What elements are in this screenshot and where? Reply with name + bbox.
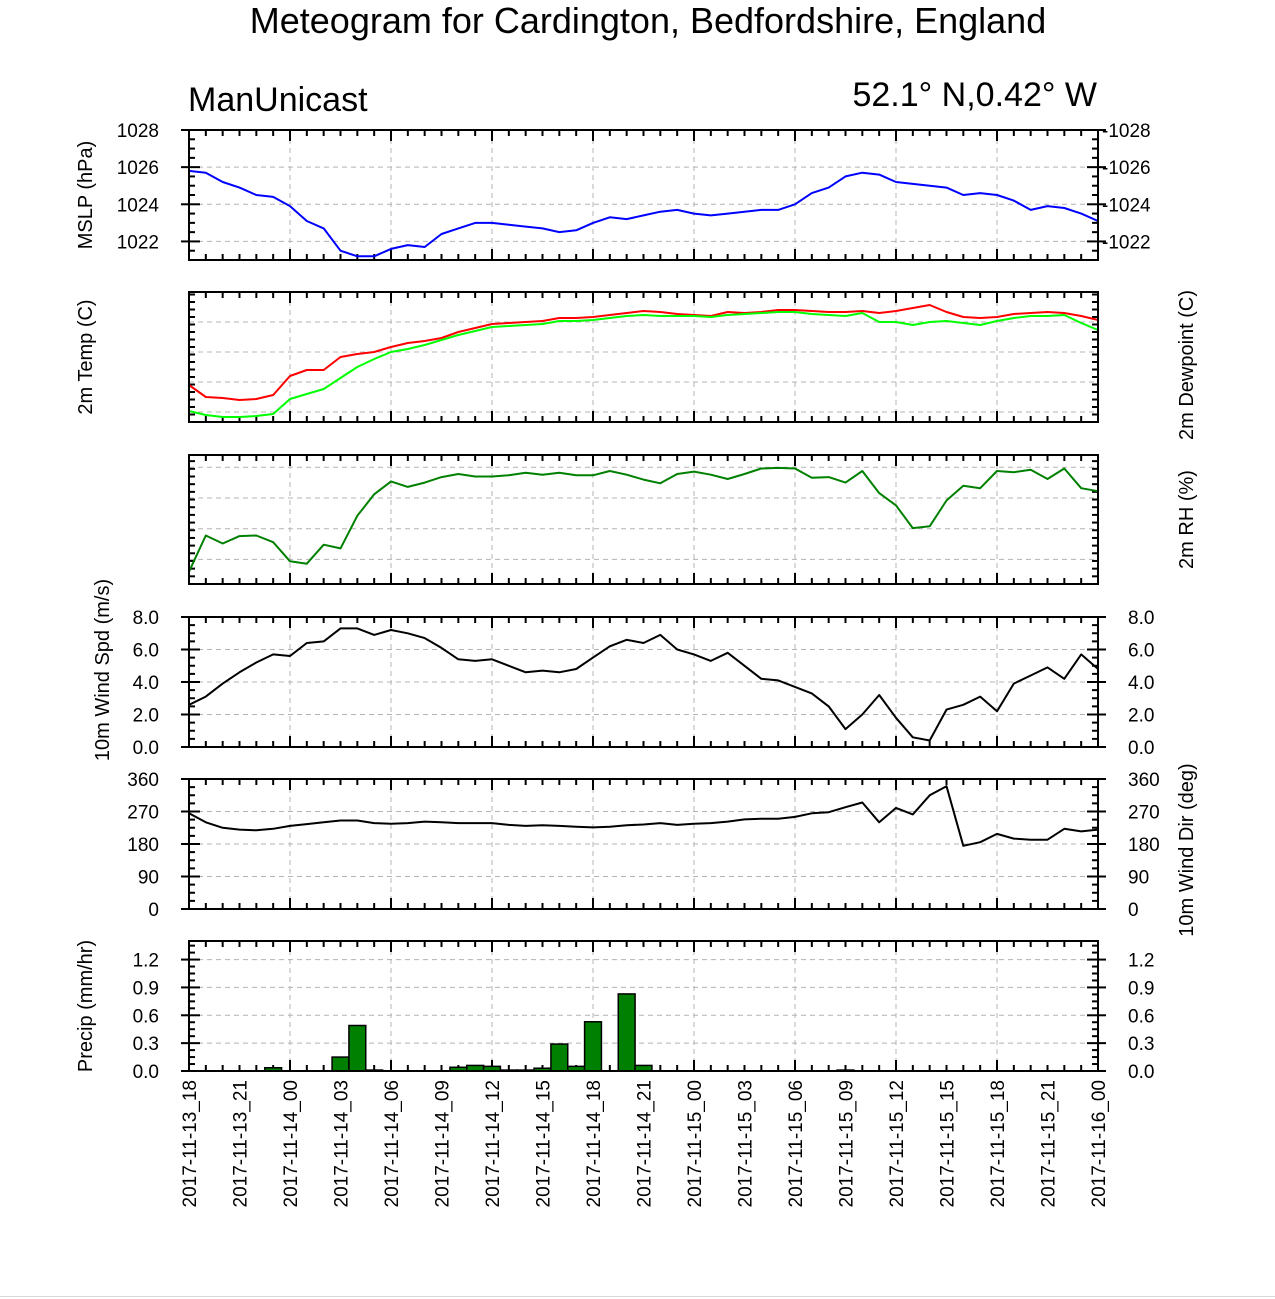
- precip-panel: 0.0 0.0 0.3 0.3 0.6 0.6 0.9 0.9 1.2 1.2 Precip (mm…: [75, 940, 1154, 1208]
- bottom-divider: [0, 1296, 1275, 1297]
- x-tick-label: 2017-11-14_06: [382, 1080, 403, 1207]
- wind-direction-line: [188, 785, 1099, 847]
- y-axis-label: 2m Dewpoint (C): [1176, 290, 1198, 440]
- y-tick-label: 0.0: [1128, 1062, 1154, 1083]
- chart-title: Meteogram for Cardington, Bedfordshire, …: [250, 0, 1046, 41]
- y-tick-label: -1024: [1102, 195, 1151, 216]
- dewpoint-line: [188, 311, 1099, 418]
- y-axis-label: 2m RH (%): [1176, 470, 1198, 569]
- x-tick-label: 2017-11-15_03: [736, 1080, 757, 1207]
- y-tick-label: 0.9: [1128, 978, 1154, 999]
- y-tick-label: -1028: [1102, 121, 1151, 142]
- temp-dewpoint-panel: 2m Temp (C) 2m Dewpoint (C): [75, 290, 1198, 440]
- y-tick-label: 1024: [117, 195, 160, 216]
- x-tick-label: 2017-11-14_12: [483, 1080, 504, 1207]
- x-tick-label: 2017-11-15_09: [837, 1080, 858, 1207]
- y-tick-label: 4.0: [1128, 673, 1154, 694]
- y-tick-label: 2.0: [133, 706, 159, 727]
- y-tick-label: 6.0: [133, 641, 159, 662]
- precip-bar: [583, 1021, 603, 1072]
- x-tick-label: 2017-11-15_12: [887, 1080, 908, 1207]
- y-tick-label: 0.6: [1128, 1006, 1154, 1027]
- y-tick-label: 360: [1128, 770, 1160, 791]
- y-axis-label: 10m Wind Spd (m/s): [92, 579, 114, 761]
- y-tick-label: 0.3: [1128, 1034, 1154, 1055]
- y-tick-label: -1026: [1102, 158, 1151, 179]
- y-tick-label: 8.0: [1128, 608, 1154, 629]
- x-tick-label: 2017-11-14_00: [281, 1080, 302, 1207]
- mslp-panel: 1022 -1022 1024 -1024 1026 -1026 1028 -1028 MSLP…: [75, 121, 1151, 261]
- y-tick-label: 90: [138, 868, 159, 889]
- y-tick-label: 4.0: [133, 673, 159, 694]
- y-tick-label: 180: [1128, 835, 1160, 856]
- precip-bar: [331, 1056, 350, 1072]
- y-tick-label: 0.0: [133, 738, 159, 759]
- y-tick-label: 0.0: [1128, 738, 1154, 759]
- y-tick-label: 2.0: [1128, 706, 1154, 727]
- x-tick-label: 2017-11-15_15: [938, 1080, 959, 1207]
- y-tick-label: 180: [127, 835, 159, 856]
- y-tick-label: 1022: [117, 232, 159, 253]
- rh-panel: 2m RH (%): [188, 454, 1198, 585]
- wind-speed-panel: 0.0 0.0 2.0 2.0 4.0 4.0 6.0 6.0 8.0 8.0 10m Wind S…: [92, 579, 1154, 761]
- y-axis-label: Precip (mm/hr): [75, 940, 97, 1072]
- x-tick-label: 2017-11-14_18: [584, 1080, 605, 1207]
- relative-humidity-line: [188, 466, 1099, 573]
- x-tick-label: 2017-11-15_18: [988, 1080, 1009, 1207]
- x-tick-label: 2017-11-15_06: [786, 1080, 807, 1207]
- y-tick-label: 0.3: [133, 1034, 159, 1055]
- precip-bar: [550, 1043, 569, 1072]
- y-axis-label: 10m Wind Dir (deg): [1176, 763, 1198, 936]
- x-tick-label: 2017-11-14_15: [534, 1080, 555, 1207]
- temperature-line: [188, 304, 1099, 401]
- panel-frame: [188, 454, 1099, 585]
- x-tick-label: 2017-11-15_21: [1039, 1080, 1060, 1207]
- mslp-line: [188, 169, 1099, 258]
- y-tick-label: 1.2: [1128, 951, 1154, 972]
- y-tick-label: 8.0: [133, 608, 159, 629]
- y-axis-label: 2m Temp (C): [75, 299, 97, 414]
- y-tick-label: 0.9: [133, 978, 159, 999]
- panel-frame: [188, 778, 1099, 910]
- y-tick-label: 270: [1128, 803, 1160, 824]
- location-coordinates: 52.1° N,0.42° W: [852, 76, 1097, 114]
- x-tick-label: 2017-11-13_21: [231, 1080, 252, 1207]
- y-tick-label: 90: [1128, 868, 1149, 889]
- x-tick-label: 2017-11-14_03: [332, 1080, 353, 1207]
- y-tick-label: 270: [127, 803, 159, 824]
- x-tick-label: 2017-11-15_00: [685, 1080, 706, 1207]
- wind-direction-panel: 0 0 90 90 180 180 270 270 360 360 10m Wind Dir (de…: [127, 763, 1198, 936]
- x-tick-label: 2017-11-16_00: [1089, 1080, 1110, 1207]
- y-axis-label: MSLP (hPa): [75, 141, 97, 250]
- y-tick-label: -1022: [1102, 232, 1151, 253]
- y-tick-label: 0: [148, 900, 159, 921]
- precip-bar: [348, 1024, 367, 1072]
- y-tick-label: 360: [127, 770, 159, 791]
- x-tick-label: 2017-11-13_18: [180, 1080, 201, 1207]
- y-tick-label: 6.0: [1128, 641, 1154, 662]
- precip-bar: [617, 993, 636, 1072]
- y-tick-label: 1026: [117, 158, 159, 179]
- panels-group: 1022 -1022 1024 -1024 1026 -1026 1028 -1028 MSLP…: [75, 121, 1198, 1207]
- x-tick-label: 2017-11-14_21: [635, 1080, 656, 1207]
- panel-frame: [188, 291, 1099, 423]
- y-tick-label: 0.0: [133, 1062, 159, 1083]
- panel-frame: [188, 940, 1099, 1072]
- wind-speed-line: [188, 627, 1099, 742]
- x-tick-label: 2017-11-14_09: [433, 1080, 454, 1207]
- y-tick-label: 0: [1128, 900, 1139, 921]
- y-tick-label: 1028: [117, 121, 159, 142]
- model-name: ManUnicast: [188, 81, 368, 119]
- y-tick-label: 1.2: [133, 951, 159, 972]
- panel-frame: [188, 129, 1099, 261]
- y-tick-label: 0.6: [133, 1006, 159, 1027]
- panel-frame: [188, 616, 1099, 748]
